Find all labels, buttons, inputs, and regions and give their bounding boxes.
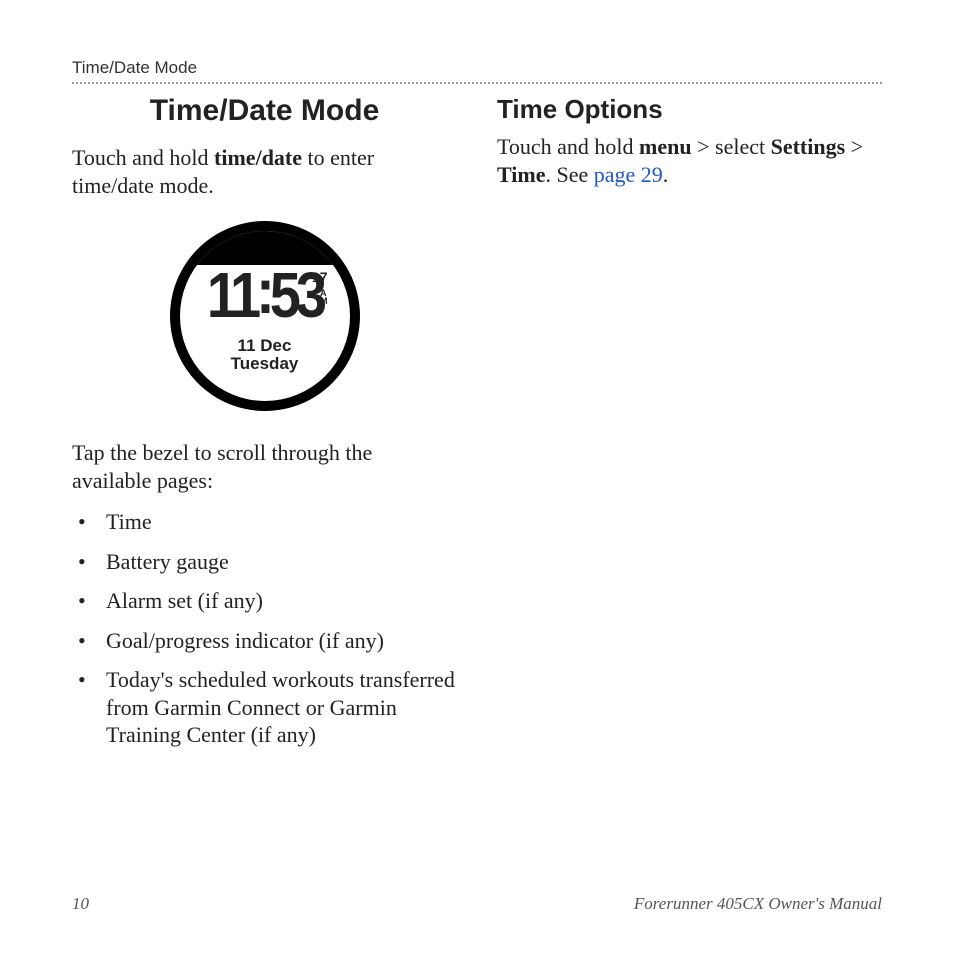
list-item: Goal/progress indicator (if any): [78, 627, 457, 655]
opt-b: > select: [692, 134, 771, 159]
opt-c: >: [845, 134, 863, 159]
page-title: Time/Date Mode: [72, 94, 457, 128]
section-title: Time Options: [497, 94, 882, 125]
manual-title: Forerunner 405CX Owner's Manual: [634, 894, 882, 914]
running-head: Time/Date Mode: [72, 58, 882, 84]
intro-pre: Touch and hold: [72, 145, 214, 170]
bullet-list: Time Battery gauge Alarm set (if any) Go…: [72, 508, 457, 749]
intro-bold: time/date: [214, 145, 302, 170]
watch-colon: :: [256, 259, 270, 323]
watch-ampm-m: M: [320, 297, 328, 305]
left-column: Time/Date Mode Touch and hold time/date …: [72, 94, 457, 761]
list-item: Alarm set (if any): [78, 587, 457, 615]
page-footer: 10 Forerunner 405CX Owner's Manual: [72, 894, 882, 914]
opt-d: . See: [545, 162, 593, 187]
list-item: Battery gauge: [78, 548, 457, 576]
content-columns: Time/Date Mode Touch and hold time/date …: [72, 94, 882, 761]
opt-settings: Settings: [771, 134, 846, 159]
opt-e: .: [663, 162, 669, 187]
watch-bezel: 11:53 17 A M 11 Dec Tuesday: [170, 221, 360, 411]
watch-face: 11:53 17 A M 11 Dec Tuesday: [180, 231, 350, 401]
watch-ampm: A M: [320, 289, 328, 305]
opt-a: Touch and hold: [497, 134, 639, 159]
page-number: 10: [72, 894, 89, 914]
watch-hours: 11: [207, 263, 256, 327]
list-item: Time: [78, 508, 457, 536]
options-paragraph: Touch and hold menu > select Settings > …: [497, 133, 882, 188]
opt-menu: menu: [639, 134, 692, 159]
watch-illustration: 11:53 17 A M 11 Dec Tuesday: [72, 221, 457, 411]
intro-paragraph: Touch and hold time/date to enter time/d…: [72, 144, 457, 199]
watch-date: 11 Dec: [180, 337, 350, 355]
opt-time: Time: [497, 162, 545, 187]
list-item: Today's scheduled workouts transferred f…: [78, 666, 457, 749]
tap-paragraph: Tap the bezel to scroll through the avai…: [72, 439, 457, 494]
watch-seconds: 17: [312, 269, 328, 285]
watch-day: Tuesday: [180, 355, 350, 373]
right-column: Time Options Touch and hold menu > selec…: [497, 94, 882, 761]
watch-date-block: 11 Dec Tuesday: [180, 337, 350, 373]
page-link[interactable]: page 29: [594, 162, 663, 187]
